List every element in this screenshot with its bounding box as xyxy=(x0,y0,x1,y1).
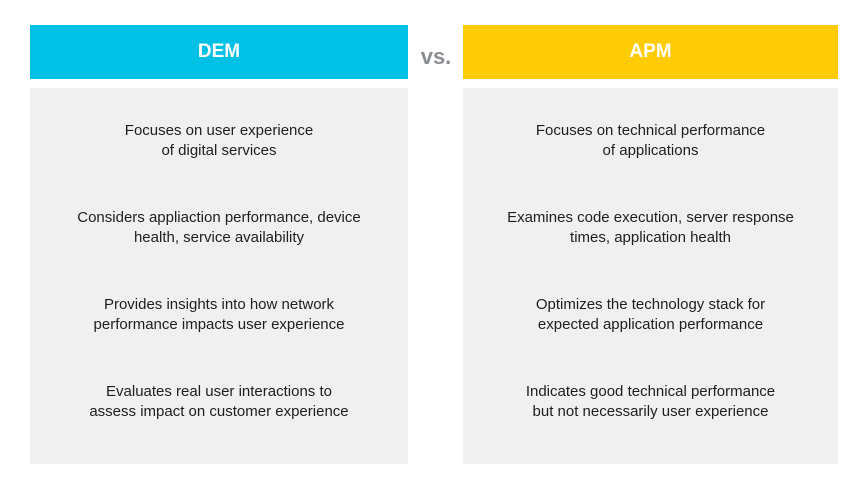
point-line: assess impact on customer experience xyxy=(89,403,349,420)
point-line: Optimizes the technology stack for xyxy=(535,296,766,313)
point-line: Focuses on technical performance xyxy=(535,122,766,139)
point-line: Examines code execution, server response xyxy=(507,209,794,226)
point-line: Provides insights into how network xyxy=(103,296,335,313)
dem-point: Focuses on user experience of digital ser… xyxy=(30,121,408,161)
vs-label: vs. xyxy=(420,44,452,69)
point-line: health, service availability xyxy=(133,229,305,246)
point-line: Evaluates real user interactions to xyxy=(106,383,332,400)
apm-panel: Focuses on technical performance of appli… xyxy=(463,88,838,464)
apm-title: APM xyxy=(629,41,672,62)
apm-header: APM xyxy=(463,25,838,79)
dem-point: Evaluates real user interactions to asses… xyxy=(30,382,408,422)
apm-point: Indicates good technical performance but … xyxy=(463,382,838,422)
apm-point: Optimizes the technology stack for expect… xyxy=(463,295,838,335)
dem-title: DEM xyxy=(197,41,241,62)
dem-header: DEM xyxy=(30,25,408,79)
point-line: of digital services xyxy=(161,142,277,159)
point-line: performance impacts user experience xyxy=(93,316,345,333)
point-line: expected application performance xyxy=(537,316,764,333)
point-line: times, application health xyxy=(570,229,731,246)
point-line: but not necessarily user experience xyxy=(532,403,769,420)
dem-point: Provides insights into how network perfor… xyxy=(30,295,408,335)
point-line: Considers appliaction performance, devic… xyxy=(77,209,361,226)
dem-point: Considers appliaction performance, devic… xyxy=(30,208,408,248)
dem-panel: Focuses on user experience of digital ser… xyxy=(30,88,408,464)
point-line: Focuses on user experience xyxy=(124,122,314,139)
point-line: Indicates good technical performance xyxy=(525,383,776,400)
apm-point: Examines code execution, server response… xyxy=(463,208,838,248)
apm-point: Focuses on technical performance of appli… xyxy=(463,121,838,161)
point-line: of applications xyxy=(602,142,699,159)
